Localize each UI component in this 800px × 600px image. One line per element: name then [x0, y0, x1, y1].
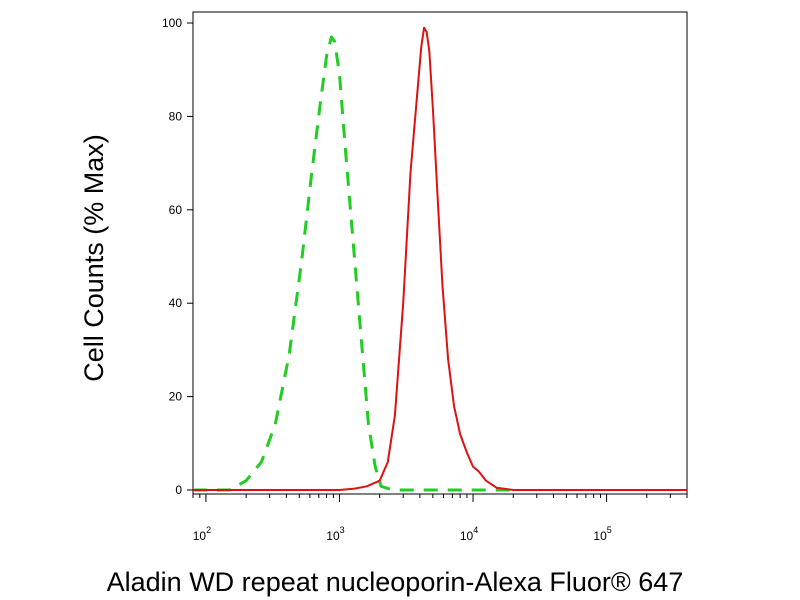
x-tick-label: 102: [193, 525, 211, 543]
series-line-1: [193, 35, 514, 492]
y-axis-title: Cell Counts (% Max): [79, 134, 109, 382]
y-tick-label: 0: [175, 483, 182, 497]
x-tick-base: 10: [326, 529, 340, 543]
x-axis-title: Aladin WD repeat nucleoporin-Alexa Fluor…: [107, 567, 684, 597]
y-tick-label: 80: [169, 109, 183, 123]
y-tick-label: 40: [169, 296, 183, 310]
x-axis: 102 103 104 105: [192, 494, 688, 543]
x-tick-label: 103: [326, 525, 344, 543]
x-tick-exponent: 5: [607, 525, 612, 535]
x-tick-exponent: 2: [206, 525, 211, 535]
y-tick-label: 20: [169, 390, 183, 404]
y-tick-label: 100: [162, 16, 182, 30]
x-tick-exponent: 3: [340, 525, 345, 535]
x-tick-label: 104: [460, 525, 478, 543]
x-tick-base: 10: [193, 529, 207, 543]
series-layer: [193, 26, 687, 492]
plot-frame: [192, 11, 688, 495]
series-line-2: [193, 26, 687, 491]
x-tick-base: 10: [593, 529, 607, 543]
y-tick-label: 60: [169, 203, 183, 217]
x-tick-label: 105: [593, 525, 611, 543]
x-tick-base: 10: [460, 529, 474, 543]
y-axis: 0 20 40 60 80 100: [162, 16, 193, 497]
x-tick-exponent: 4: [473, 525, 478, 535]
